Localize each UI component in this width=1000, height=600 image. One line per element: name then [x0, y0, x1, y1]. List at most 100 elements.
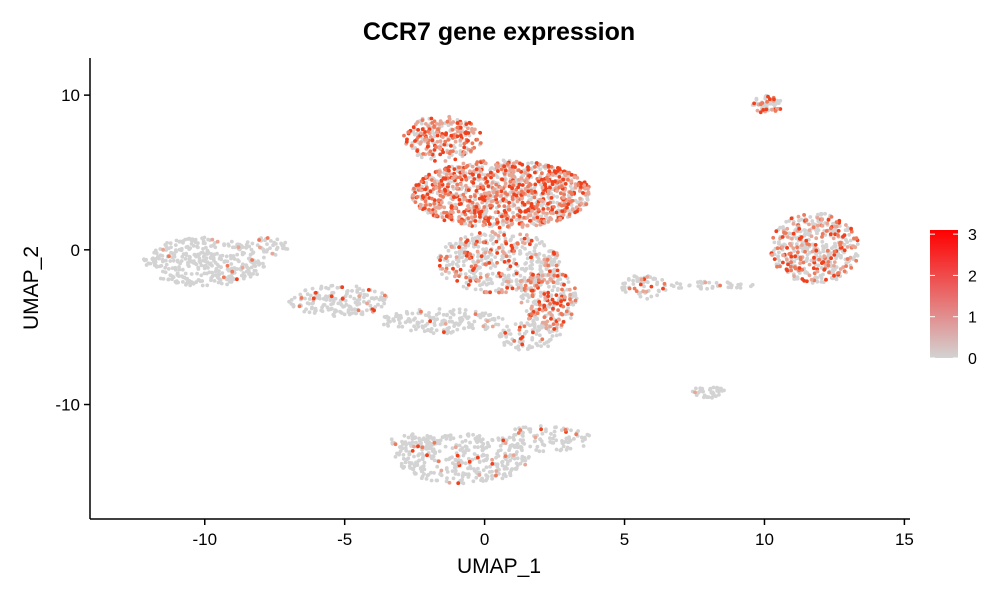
cell-point — [475, 440, 480, 444]
cell-point — [484, 191, 489, 196]
cell-point — [371, 296, 375, 300]
cell-point — [372, 289, 377, 294]
cell-point — [573, 298, 578, 303]
cell-point — [671, 284, 676, 289]
cell-point — [229, 280, 234, 284]
cell-point — [738, 286, 743, 290]
cell-point — [204, 245, 208, 250]
cell-point — [524, 233, 529, 237]
cell-point — [472, 169, 476, 174]
cell-point — [471, 268, 475, 272]
cell-point — [313, 290, 318, 295]
cell-point — [478, 212, 482, 217]
cell-point — [422, 472, 426, 476]
cell-point — [433, 159, 437, 163]
cell-point — [627, 286, 632, 291]
cell-point — [548, 185, 552, 190]
cell-point — [528, 275, 533, 280]
cell-point — [508, 238, 513, 243]
cell-point — [168, 259, 173, 263]
cell-point — [468, 252, 472, 256]
cell-point — [178, 239, 183, 244]
cell-point — [836, 271, 840, 275]
cell-point — [838, 243, 842, 248]
cell-point — [541, 210, 546, 215]
cell-point — [569, 316, 573, 320]
cell-point — [534, 252, 538, 257]
cell-point — [451, 266, 455, 271]
cell-point — [491, 263, 496, 268]
cell-point — [478, 141, 483, 145]
cell-point — [184, 276, 189, 281]
cell-point — [811, 266, 816, 271]
cell-point — [522, 442, 527, 446]
cell-point — [532, 439, 537, 444]
cell-point — [163, 265, 168, 270]
cell-point — [804, 218, 809, 223]
cell-point — [634, 289, 639, 293]
cell-point — [464, 254, 469, 258]
cell-point — [787, 219, 791, 223]
cell-point — [455, 121, 460, 125]
cell-point — [430, 138, 435, 143]
cell-point — [555, 322, 560, 327]
cell-point — [285, 247, 290, 251]
cell-point — [490, 271, 495, 276]
cell-point — [455, 125, 460, 130]
cell-point — [536, 257, 541, 262]
cell-point — [461, 168, 465, 173]
cell-point — [429, 210, 433, 215]
cell-point — [530, 258, 535, 263]
x-axis-ticks: -10 -5 0 5 10 15 — [192, 519, 914, 549]
cell-point — [466, 188, 471, 193]
cell-point — [513, 427, 518, 432]
cell-point — [393, 442, 398, 447]
cell-point — [459, 133, 463, 138]
cell-point — [491, 173, 496, 178]
cell-point — [429, 156, 433, 161]
cell-point — [421, 464, 426, 468]
cell-point — [487, 261, 492, 265]
cell-point — [501, 438, 506, 443]
cell-point — [225, 282, 230, 287]
cell-point — [638, 282, 643, 287]
cell-point — [711, 385, 716, 390]
cell-point — [579, 201, 584, 206]
cell-point — [426, 210, 430, 215]
cell-point — [457, 165, 461, 170]
cell-point — [656, 288, 661, 293]
cell-point — [551, 441, 556, 445]
cell-point — [432, 179, 437, 184]
cell-point — [389, 437, 394, 442]
cell-point — [318, 296, 322, 301]
cell-point — [463, 461, 468, 466]
cell-point — [804, 238, 809, 243]
cell-point — [458, 149, 463, 153]
cell-point — [764, 107, 769, 112]
cell-point — [551, 280, 556, 285]
cell-point — [466, 466, 470, 471]
cell-point — [535, 343, 540, 348]
cell-point — [289, 298, 294, 302]
cell-point — [474, 189, 479, 193]
cell-point — [412, 454, 416, 459]
cell-point — [415, 153, 420, 158]
cell-point — [583, 186, 588, 191]
cell-point — [789, 254, 794, 259]
cell-point — [494, 455, 498, 460]
cell-point — [432, 125, 436, 129]
cell-point — [575, 209, 579, 214]
cell-point — [815, 216, 820, 220]
cell-point — [804, 270, 808, 274]
cell-point — [429, 135, 433, 139]
cell-point — [199, 263, 204, 268]
cell-point — [496, 169, 500, 174]
cell-point — [540, 337, 545, 342]
cell-point — [761, 108, 766, 112]
cell-point — [252, 262, 256, 267]
cell-point — [142, 257, 146, 262]
cell-point — [581, 191, 585, 195]
cell-point — [492, 316, 497, 321]
cell-point — [171, 258, 176, 263]
cell-point — [527, 250, 532, 255]
